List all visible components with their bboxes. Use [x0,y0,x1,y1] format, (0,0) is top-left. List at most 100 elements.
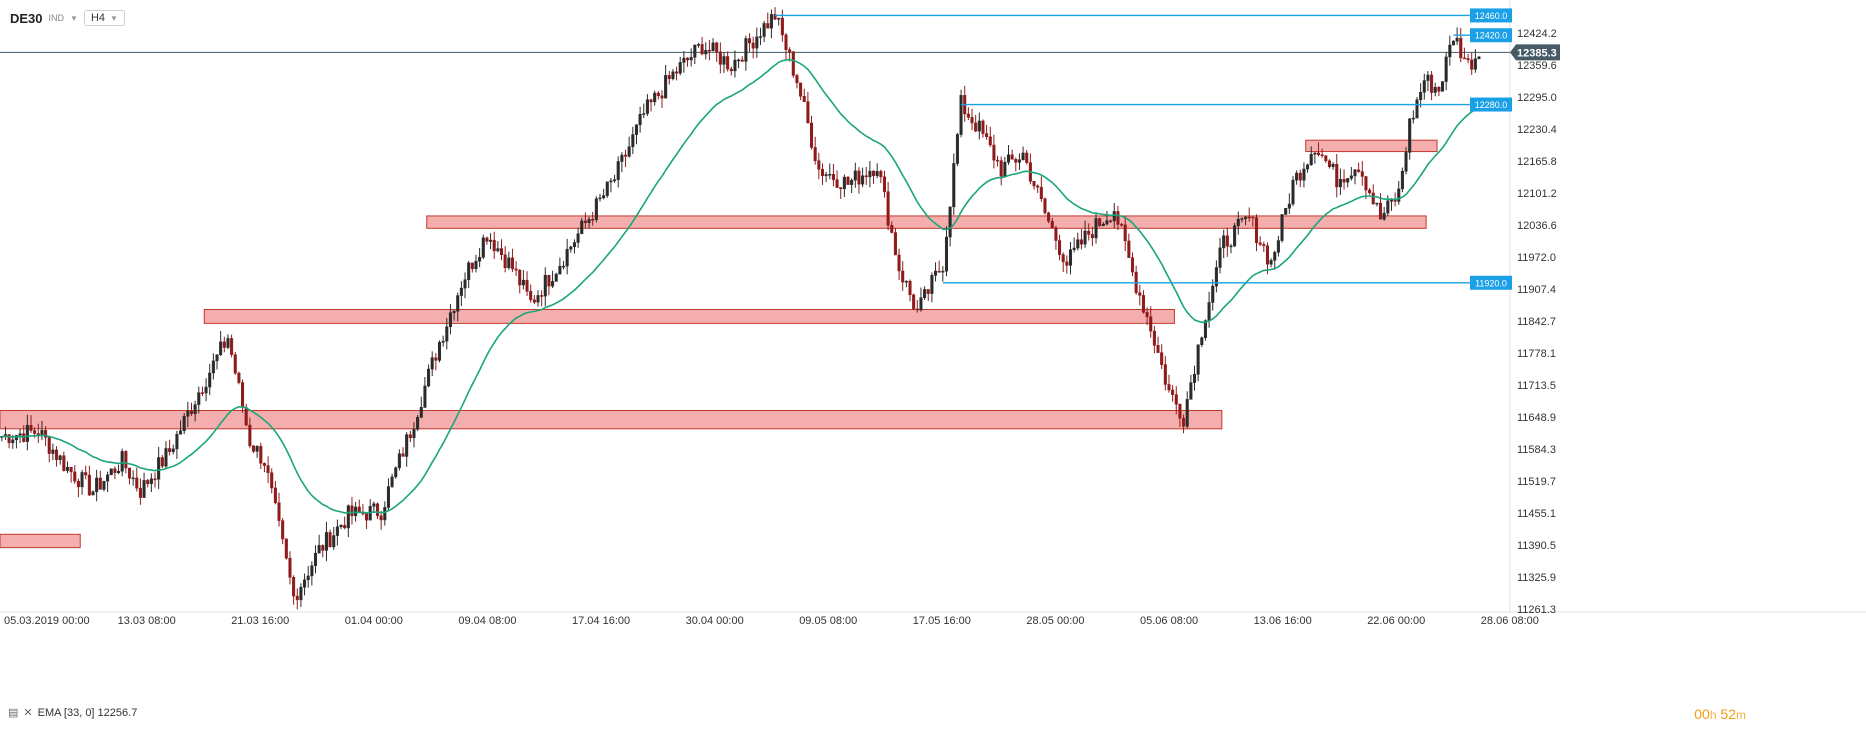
level-label-box [1470,28,1512,43]
candle-body [175,433,179,450]
candle-body [1426,74,1430,81]
candle-body [65,466,70,471]
indicator-legend: ▤ ✕ EMA [33, 0] 12256.7 [8,706,137,720]
candle-body [259,446,263,464]
candle-body [616,161,620,180]
candle-body [1353,169,1357,177]
candle-body [912,294,916,310]
candle-body [375,503,380,516]
candle-body [521,279,525,286]
candle-body [11,439,15,444]
candle-body [893,232,897,256]
candle-body [1419,92,1423,101]
x-tick-label: 13.03 08:00 [118,615,176,627]
candle-body [1200,337,1204,346]
chevron-down-icon[interactable]: ▼ [70,13,78,23]
candle-body [1349,175,1353,179]
candle-body [277,502,281,521]
candle-body [346,505,350,529]
candle-body [1058,240,1062,255]
candle-body [923,289,927,298]
candle-body [1098,218,1102,226]
candle-body [1386,200,1390,214]
candle-body [1448,44,1452,58]
candle-body [160,457,164,467]
candle-body [427,368,431,387]
candle-body [25,425,29,442]
candle-body [1101,223,1105,226]
candle-body [1455,37,1459,42]
candle-body [1014,159,1018,163]
timeframe-selector[interactable]: H4 ▼ [83,10,125,26]
market-tag: IND [48,13,65,23]
candle-body [1378,202,1383,220]
candle-body [653,92,657,103]
candle-body [799,82,803,97]
candle-body [219,341,223,355]
candle-body [1203,320,1207,338]
candle-body [328,532,332,548]
candle-body [1324,155,1328,162]
candle-body [824,174,828,176]
candle-body [1437,87,1441,92]
candle-body [430,357,434,370]
candle-body [623,154,628,157]
candle-body [321,545,325,551]
candle-body [1090,234,1094,239]
candle-body [941,270,945,273]
y-tick-label: 12101.2 [1517,188,1557,200]
candle-body [777,17,781,20]
close-icon[interactable]: ✕ [23,707,33,719]
candle-body [904,280,908,283]
candle-body [1182,418,1186,427]
candle-body [536,295,540,303]
candle-body [685,57,690,61]
candle-body [124,451,128,469]
candle-body [1160,352,1164,365]
candle-body [1116,211,1120,225]
candle-body [1196,344,1200,375]
candle-body [87,474,91,496]
candle-body [69,466,73,473]
candle-body [806,101,810,124]
candle-body [226,338,230,348]
candle-body [394,467,398,478]
candle-body [168,448,172,452]
candle-body [1433,87,1437,93]
candle-body [317,545,321,554]
candle-body [1408,118,1412,153]
settings-icon[interactable]: ▤ [8,707,19,719]
candle-body [1225,235,1229,247]
candle-body [853,170,857,181]
candle-body [179,430,183,435]
candle-body [711,42,715,51]
candle-body [1185,399,1189,427]
candle-body [1094,218,1098,239]
candle-body [262,463,266,466]
candle-body [1269,260,1273,265]
candle-body [875,171,879,176]
y-tick-label: 11519.7 [1517,476,1556,488]
candle-body [1360,171,1364,177]
x-tick-label: 09.04 08:00 [458,615,516,627]
candle-body [171,448,175,452]
current-price-tag [1510,44,1560,61]
candle-body [1473,58,1477,70]
candle-body [937,270,941,273]
candle-body [412,429,416,439]
candle-body [113,468,117,474]
candle-body [379,515,383,521]
candle-body [1295,172,1299,181]
candle-body [605,181,609,196]
candle-body [109,468,113,476]
candle-timer: 00h 52m [1694,706,1746,722]
candle-body [313,552,318,566]
symbol-label[interactable]: DE30 [10,10,43,26]
candle-body [591,219,595,221]
candle-body [237,372,241,383]
x-tick-label: 17.04 16:00 [572,615,630,627]
candle-body [408,434,412,439]
candle-body [609,180,613,183]
level-label-box [1470,97,1512,112]
